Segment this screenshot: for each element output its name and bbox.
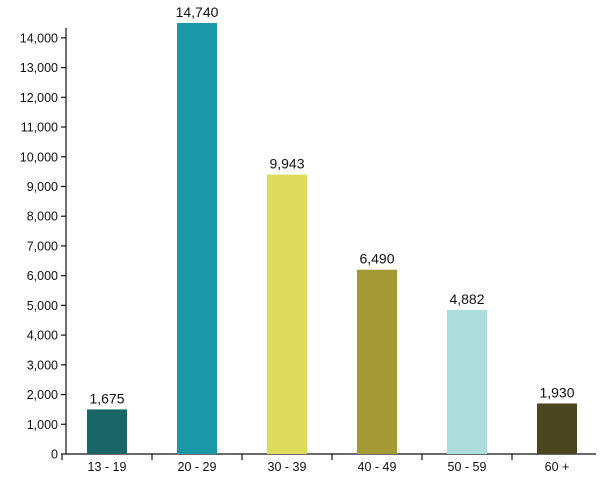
data-label: 1,675 <box>89 390 124 406</box>
y-tick-label: 12,000 <box>20 91 58 105</box>
x-axis-ticks: 13 - 19 20 - 29 30 - 39 40 - 49 50 - 59 60 + <box>61 454 570 474</box>
y-tick-label: 5,000 <box>27 299 58 313</box>
y-tick-label: 2,000 <box>27 388 58 402</box>
y-tick-label: 0 <box>51 448 58 462</box>
data-label: 9,943 <box>269 156 304 172</box>
y-tick-label: 7,000 <box>27 239 58 253</box>
x-tick-label: 60 + <box>545 460 570 474</box>
y-tick-label: 14,000 <box>20 31 58 45</box>
y-tick-label: 8,000 <box>27 210 58 224</box>
y-axis-ticks: 0 1,000 2,000 3,000 4,000 5,000 6,000 7,000 8,00… <box>20 31 66 462</box>
bar <box>537 403 577 454</box>
y-tick-label: 4,000 <box>27 329 58 343</box>
bar <box>87 409 127 454</box>
bar <box>267 174 307 454</box>
data-label: 14,740 <box>176 4 219 20</box>
x-tick-label: 40 - 49 <box>358 460 397 474</box>
bars: 1,675 14,740 9,943 6,490 4,882 1,930 <box>87 4 577 454</box>
data-label: 1,930 <box>539 384 574 400</box>
y-tick-label: 9,000 <box>27 180 58 194</box>
x-tick-label: 50 - 59 <box>448 460 487 474</box>
x-tick-label: 13 - 19 <box>88 460 127 474</box>
data-label: 4,882 <box>449 291 484 307</box>
x-tick-label: 20 - 29 <box>178 460 217 474</box>
data-label: 6,490 <box>359 251 394 267</box>
bar <box>447 309 487 454</box>
x-tick-label: 30 - 39 <box>268 460 307 474</box>
y-tick-label: 10,000 <box>20 150 58 164</box>
bar <box>357 269 397 454</box>
y-tick-label: 6,000 <box>27 269 58 283</box>
y-tick-label: 3,000 <box>27 358 58 372</box>
y-tick-label: 13,000 <box>20 61 58 75</box>
bar <box>177 23 217 454</box>
y-tick-label: 1,000 <box>27 418 58 432</box>
y-tick-label: 11,000 <box>21 121 58 135</box>
